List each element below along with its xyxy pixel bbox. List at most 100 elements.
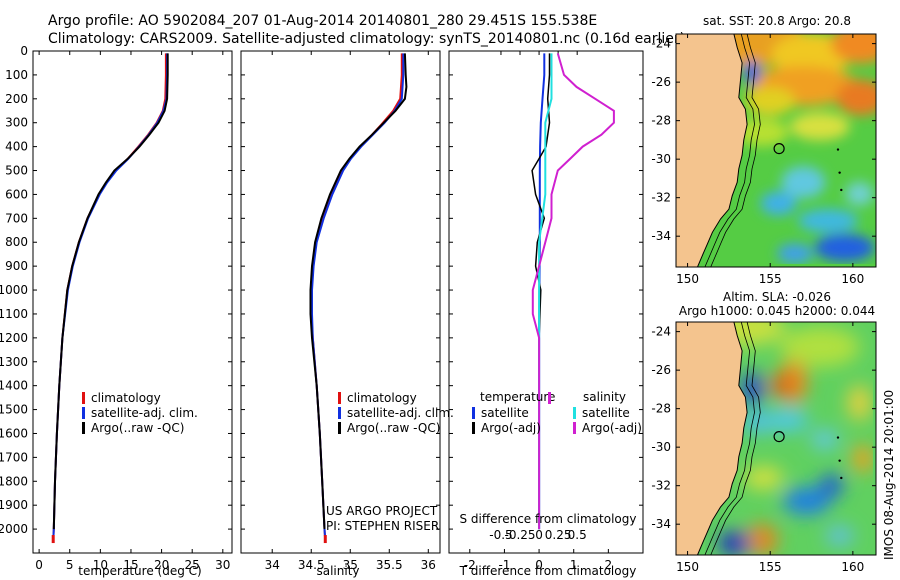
lon-tick-label: 160 [841, 272, 864, 286]
temperature-panel: 0 5 10 15 20 25 30 [33, 50, 232, 572]
x-tick-label: 15 [123, 558, 138, 572]
sla-map-subtitle: Argo h1000: 0.045 h2000: 0.044 [679, 304, 875, 318]
s-tick-label: 0 [535, 528, 543, 542]
s-tick-label: 0.5 [568, 528, 587, 542]
legend-label: Argo(..raw -QC) [347, 421, 440, 435]
map-field-patch [781, 166, 826, 199]
map-field-patch [745, 87, 796, 116]
t-tick-label: -2 [464, 558, 476, 572]
series-line-climatology [52, 53, 167, 542]
map-field-patch [743, 465, 784, 490]
depth-tick-label: 500 [5, 164, 28, 178]
lon-tick-label: 155 [759, 272, 782, 286]
map-field-blobs [685, 34, 876, 264]
sst-map: -24 -26 -28 -30 -32 -34 150 155 160 [651, 33, 877, 286]
legend-label: climatology [91, 391, 161, 405]
x-tick-label: 35 [343, 558, 358, 572]
lat-tick-label: -26 [651, 363, 671, 377]
x-tick-label: 5 [66, 558, 74, 572]
legend-label: Argo(-adj) [481, 421, 541, 435]
map-frame [675, 33, 877, 268]
map-field-patch [814, 233, 875, 262]
salinity-panel: 34 34.5 35 35.5 36 [241, 50, 440, 572]
map-field-patch [782, 487, 831, 516]
depth-tick-label: 1700 [0, 450, 28, 464]
figure-title-line1: Argo profile: AO 5902084_207 01-Aug-2014… [48, 13, 597, 29]
legend-label: satellite [481, 406, 529, 420]
imos-timestamp: IMOS 08-Aug-2014 20:01:00 [882, 390, 896, 560]
credit-pi: PI: STEPHEN RISER [326, 519, 439, 533]
legend-swatch [82, 392, 85, 404]
map-frame [675, 321, 877, 556]
lon-tick-label: 150 [676, 560, 699, 574]
isobath-contour [704, 322, 755, 555]
depth-tick-label: 1200 [0, 331, 28, 345]
depth-tick-label: 300 [5, 116, 28, 130]
lat-tick-label: -24 [651, 37, 671, 51]
island-marker [840, 188, 843, 192]
depth-tick-label: 1600 [0, 426, 28, 440]
map-field [676, 34, 876, 267]
depth-tick-label: 800 [5, 235, 28, 249]
depth-tick-label: 1000 [0, 283, 28, 297]
map-field [676, 322, 876, 555]
map-field-patch [819, 473, 844, 498]
isobath-contour [710, 34, 761, 267]
series-line-climatology [310, 53, 403, 542]
depth-tick-label: 100 [5, 68, 28, 82]
t-tick-label: 2 [605, 558, 613, 572]
island-marker [836, 436, 840, 439]
island-marker [838, 459, 841, 462]
island-marker [840, 476, 843, 480]
series-line-argo-raw-qc- [309, 53, 408, 530]
x-tick-label: 10 [93, 558, 108, 572]
depth-tick-label: 1500 [0, 403, 28, 417]
depth-tick-label: 200 [5, 92, 28, 106]
figure-title-line2: Climatology: CARS2009. Satellite-adjuste… [48, 31, 685, 47]
lon-tick-label: 155 [759, 560, 782, 574]
sla-map-title: Altim. SLA: -0.026 [723, 290, 831, 304]
lon-tick-label: 160 [841, 560, 864, 574]
sst-map-title: sat. SST: 20.8 Argo: 20.8 [703, 14, 851, 28]
map-field-patch [735, 118, 788, 147]
difference-panel-frame [448, 50, 644, 554]
legend-title-salinity: salinity [583, 390, 626, 404]
depth-axis: 0 100 200 300 400 500 600 700 800 900 1000 1100 1200… [0, 44, 28, 536]
legend-swatch [338, 422, 341, 434]
climatology-bottom-marker [323, 535, 327, 544]
legend-swatch [82, 422, 85, 434]
map-field-patch [745, 523, 778, 555]
land-australia [676, 322, 748, 555]
lat-tick-label: -34 [651, 229, 671, 243]
x-tick-label: 30 [215, 558, 230, 572]
map-field-patch [717, 531, 750, 555]
lat-tick-label: -28 [651, 114, 671, 128]
legend-swatch [573, 407, 576, 419]
lat-tick-label: -26 [651, 75, 671, 89]
difference-legend: temperature salinitysatelliteArgo(-adj)sa… [472, 390, 642, 435]
s-tick-label: -0.5 [489, 528, 512, 542]
x-tick-label: 25 [185, 558, 200, 572]
sla-map: -24 -26 -28 -30 -32 -34 150 155 160 [651, 321, 877, 574]
depth-tick-label: 400 [5, 140, 28, 154]
series-line-satellite-adj-clim- [52, 53, 169, 542]
series-line-satellite-adj-clim- [311, 53, 405, 542]
lat-tick-label: -30 [651, 152, 671, 166]
legend-label: climatology [347, 391, 417, 405]
lon-tick-label: 150 [676, 272, 699, 286]
legend-label: Argo(..raw -QC) [91, 421, 184, 435]
difference-panel: -2 -1 0 1 2-0.5-0.25 0 0.250.5 [449, 50, 643, 572]
map-field-patch [789, 112, 850, 141]
map-field-patch [764, 408, 809, 433]
t-tick-label: 0 [535, 558, 543, 572]
lat-tick-label: -30 [651, 440, 671, 454]
map-field-patch [836, 79, 876, 116]
legend-label: satellite [582, 406, 630, 420]
legend-title-temperature: temperature [480, 390, 555, 404]
depth-tick-label: 700 [5, 211, 28, 225]
s-tick-label: 0.25 [545, 528, 572, 542]
t-tick-label: 1 [570, 558, 578, 572]
